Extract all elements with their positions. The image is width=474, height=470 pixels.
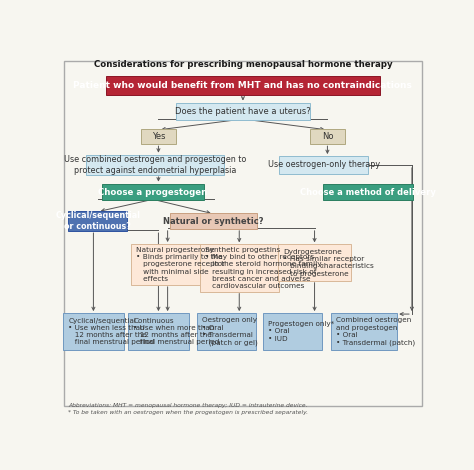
Text: Does the patient have a uterus?: Does the patient have a uterus? — [175, 107, 311, 116]
FancyBboxPatch shape — [323, 184, 413, 200]
FancyBboxPatch shape — [64, 61, 422, 406]
FancyBboxPatch shape — [86, 155, 224, 175]
FancyBboxPatch shape — [176, 103, 310, 120]
FancyBboxPatch shape — [141, 129, 176, 144]
Text: Abbreviations: MHT = menopausal hormone therapy; IUD = intrauterine device.
* To: Abbreviations: MHT = menopausal hormone … — [68, 403, 309, 415]
Text: Synthetic progestins
• May bind to other receptors
   in the steroid hormone fam: Synthetic progestins • May bind to other… — [205, 247, 324, 289]
FancyBboxPatch shape — [310, 129, 345, 144]
FancyBboxPatch shape — [200, 244, 279, 292]
Text: Yes: Yes — [152, 132, 165, 141]
Text: Use combined oestrogen and progestogen to
protect against endometrial hyperplasi: Use combined oestrogen and progestogen t… — [64, 155, 246, 175]
FancyBboxPatch shape — [102, 184, 204, 200]
Text: Combined oestrogen
and progestogen
• Oral
• Transdermal (patch): Combined oestrogen and progestogen • Ora… — [337, 317, 416, 345]
FancyBboxPatch shape — [331, 313, 397, 350]
FancyBboxPatch shape — [170, 213, 257, 229]
Text: Natural or synthetic?: Natural or synthetic? — [163, 217, 264, 226]
FancyBboxPatch shape — [278, 244, 352, 281]
FancyBboxPatch shape — [106, 76, 380, 95]
Text: Continuous
• Use when more than
   12 months after the
   final menstrual period: Continuous • Use when more than 12 month… — [134, 318, 220, 345]
Text: Cyclical/sequential
or continuous?: Cyclical/sequential or continuous? — [55, 211, 140, 231]
Text: Cyclical/sequential
• Use when less than
   12 months after the
   final menstru: Cyclical/sequential • Use when less than… — [68, 318, 155, 345]
FancyBboxPatch shape — [68, 211, 128, 231]
FancyBboxPatch shape — [197, 313, 256, 350]
FancyBboxPatch shape — [63, 313, 124, 350]
Text: No: No — [322, 132, 333, 141]
Text: Natural progesterone
• Binds primarily to the
   progesterone receptor
   with m: Natural progesterone • Binds primarily t… — [136, 247, 225, 282]
Text: Oestrogen only
• Oral
• Transdermal
   (patch or gel): Oestrogen only • Oral • Transdermal (pat… — [202, 317, 258, 345]
Text: Choose a progestogen: Choose a progestogen — [98, 188, 208, 196]
Text: Dydrogesterone
• Has similar receptor
   binding characteristics
   to progester: Dydrogesterone • Has similar receptor bi… — [283, 249, 374, 276]
Text: Choose a method of delivery: Choose a method of delivery — [300, 188, 436, 196]
FancyBboxPatch shape — [263, 313, 322, 350]
FancyBboxPatch shape — [280, 157, 368, 173]
Text: Progestogen only*
• Oral
• IUD: Progestogen only* • Oral • IUD — [268, 321, 335, 342]
Text: Use oestrogen-only therapy: Use oestrogen-only therapy — [268, 160, 380, 170]
FancyBboxPatch shape — [131, 244, 205, 285]
Text: Considerations for prescribing menopausal hormone therapy: Considerations for prescribing menopausa… — [93, 60, 392, 69]
Text: Patient who would benefit from MHT and has no contraindications: Patient who would benefit from MHT and h… — [73, 81, 412, 90]
FancyBboxPatch shape — [128, 313, 189, 350]
